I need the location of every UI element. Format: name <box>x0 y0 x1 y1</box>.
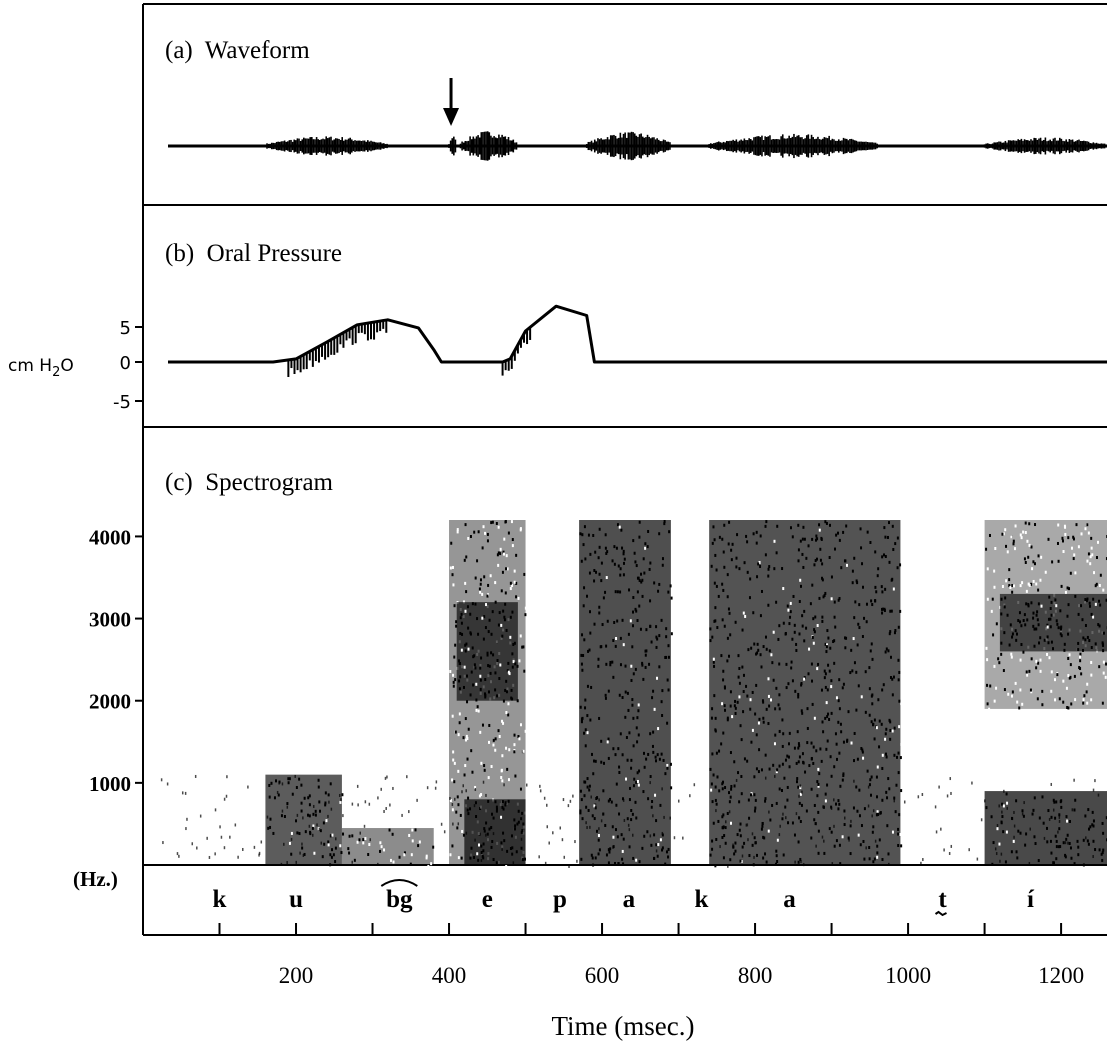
segment-label: a <box>783 886 796 913</box>
ylabel-subscript: 2 <box>52 365 60 380</box>
oral-pressure-yticks: 5 0 -5 <box>113 318 143 413</box>
time-axis-ticks: 200 400 600 800 1000 1200 <box>218 923 1084 988</box>
waveform-burst <box>708 133 878 159</box>
segment-label: í <box>1027 886 1035 913</box>
spectrogram-image <box>160 520 1107 868</box>
dental-diacritic <box>934 910 947 917</box>
ytick-label: 5 <box>120 318 131 339</box>
spectrogram-energy-region <box>984 791 1107 867</box>
spectrogram-noise <box>160 774 1100 868</box>
ylabel-prefix: cm H <box>8 356 52 376</box>
waveform-burst <box>585 131 671 161</box>
ytick-label: 0 <box>120 353 131 374</box>
waveform-burst <box>264 136 388 156</box>
waveform-burst <box>983 137 1107 155</box>
spectrogram-yticks: 4000 3000 2000 1000 <box>89 525 143 796</box>
spectrogram-energy-region <box>999 593 1107 654</box>
segment-label: k <box>213 886 227 913</box>
segment-label: p <box>553 886 567 913</box>
waveform-panel-label: (a) Waveform <box>165 37 310 64</box>
waveform-trace <box>168 131 1107 161</box>
segment-label: k <box>695 886 709 913</box>
xtick-label: 400 <box>432 963 467 988</box>
oral-pressure-ylabel: cm H2O <box>8 356 74 380</box>
arrow-down-marker <box>443 78 460 126</box>
xtick-label: 1200 <box>1038 963 1084 988</box>
spectrogram-energy-region <box>265 774 344 867</box>
ytick-label: 3000 <box>89 608 131 632</box>
tie-bar <box>380 879 418 887</box>
spectrogram-energy-region <box>456 602 519 704</box>
segment-label: e <box>482 886 493 913</box>
xtick-label: 800 <box>738 963 773 988</box>
ytick-label: 1000 <box>89 772 131 796</box>
spectrogram-energy-region <box>341 828 435 868</box>
time-axis-label: Time (msec.) <box>552 1011 695 1041</box>
ytick-label: 2000 <box>89 690 131 714</box>
spectrogram-energy-region <box>579 520 673 867</box>
ylabel-suffix: O <box>60 356 73 376</box>
xtick-label: 200 <box>279 963 314 988</box>
segment-label: u <box>289 886 303 913</box>
ytick-label: 4000 <box>89 525 131 549</box>
oral-pressure-trace <box>168 304 1107 364</box>
arrow-head <box>443 108 460 126</box>
waveform-burst <box>459 131 518 161</box>
ytick-label: -5 <box>113 392 131 413</box>
spectrogram-ylabel: (Hz.) <box>73 867 118 891</box>
phonetic-segment-labels: k u bg e p a k a t í <box>213 879 1035 917</box>
oral-pressure-voicing <box>287 320 532 377</box>
segment-label: bg <box>386 886 413 913</box>
segment-label: a <box>623 886 636 913</box>
spectrogram-energy-region <box>464 799 526 865</box>
segment-label: t <box>938 886 947 913</box>
xtick-label: 600 <box>585 963 620 988</box>
spectrogram-panel-label: (c) Spectrogram <box>165 469 334 496</box>
waveform-burst <box>448 136 457 156</box>
oral-pressure-panel-label: (b) Oral Pressure <box>165 240 342 267</box>
xtick-label: 1000 <box>885 963 931 988</box>
spectrogram-energy-region <box>709 520 903 868</box>
